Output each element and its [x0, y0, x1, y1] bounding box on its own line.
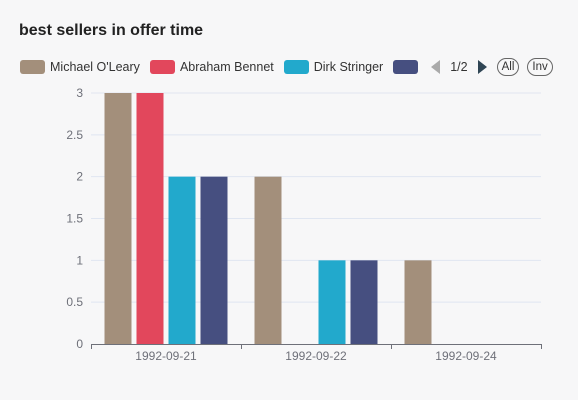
legend-item-2[interactable]: Dirk Stringer [283, 60, 384, 74]
y-tick-label-2: 1 [76, 253, 83, 267]
legend-swatch-3 [393, 60, 419, 74]
legend-select-all-button[interactable]: All [496, 58, 520, 76]
bar-2-1[interactable] [318, 260, 346, 344]
bar-0-1[interactable] [254, 176, 282, 344]
legend-item-0[interactable]: Michael O'Leary [20, 60, 140, 74]
bar-3-0[interactable] [200, 176, 228, 344]
bar-2-0[interactable] [168, 176, 196, 344]
x-tick-label-2: 1992-09-24 [435, 349, 497, 363]
x-tick-label-1: 1992-09-22 [285, 349, 347, 363]
bars [104, 93, 432, 344]
y-tick-label-1: 0.5 [66, 295, 83, 309]
y-tick-label-6: 3 [76, 86, 83, 100]
x-tick-label-0: 1992-09-21 [135, 349, 197, 363]
legend-item-1[interactable]: Abraham Bennet [149, 60, 274, 74]
grid-lines [91, 92, 541, 303]
bar-3-1[interactable] [350, 260, 378, 344]
y-tick-label-3: 1.5 [66, 212, 83, 226]
bar-1-0[interactable] [136, 93, 164, 344]
x-axis: 1992-09-21 1992-09-22 1992-09-24 [91, 344, 542, 363]
legend-swatch-2 [283, 60, 309, 74]
legend-pager: 1/2 [431, 60, 487, 74]
y-tick-label-5: 2.5 [66, 128, 83, 142]
y-tick-label-4: 2 [76, 170, 83, 184]
legend: Michael O'Leary Abraham Bennet Dirk Stri… [20, 58, 553, 76]
legend-label-1: Abraham Bennet [179, 60, 274, 74]
y-axis: 0 0.5 1 1.5 2 2.5 3 [66, 86, 83, 351]
legend-inverse-select-button[interactable]: Inv [527, 58, 553, 76]
legend-prev-page-icon[interactable] [431, 60, 441, 74]
legend-swatch-1 [149, 60, 175, 74]
legend-label-0: Michael O'Leary [50, 60, 140, 74]
y-tick-label-0: 0 [76, 337, 83, 351]
legend-label-2: Dirk Stringer [313, 60, 384, 74]
bar-0-0[interactable] [104, 93, 132, 344]
legend-next-page-icon[interactable] [477, 60, 487, 74]
legend-swatch-0 [20, 60, 45, 74]
legend-page-number: 1/2 [450, 60, 468, 74]
bar-0-2[interactable] [404, 260, 432, 344]
legend-item-3[interactable] [393, 60, 423, 74]
chart-title: best sellers in offer time [19, 22, 204, 39]
